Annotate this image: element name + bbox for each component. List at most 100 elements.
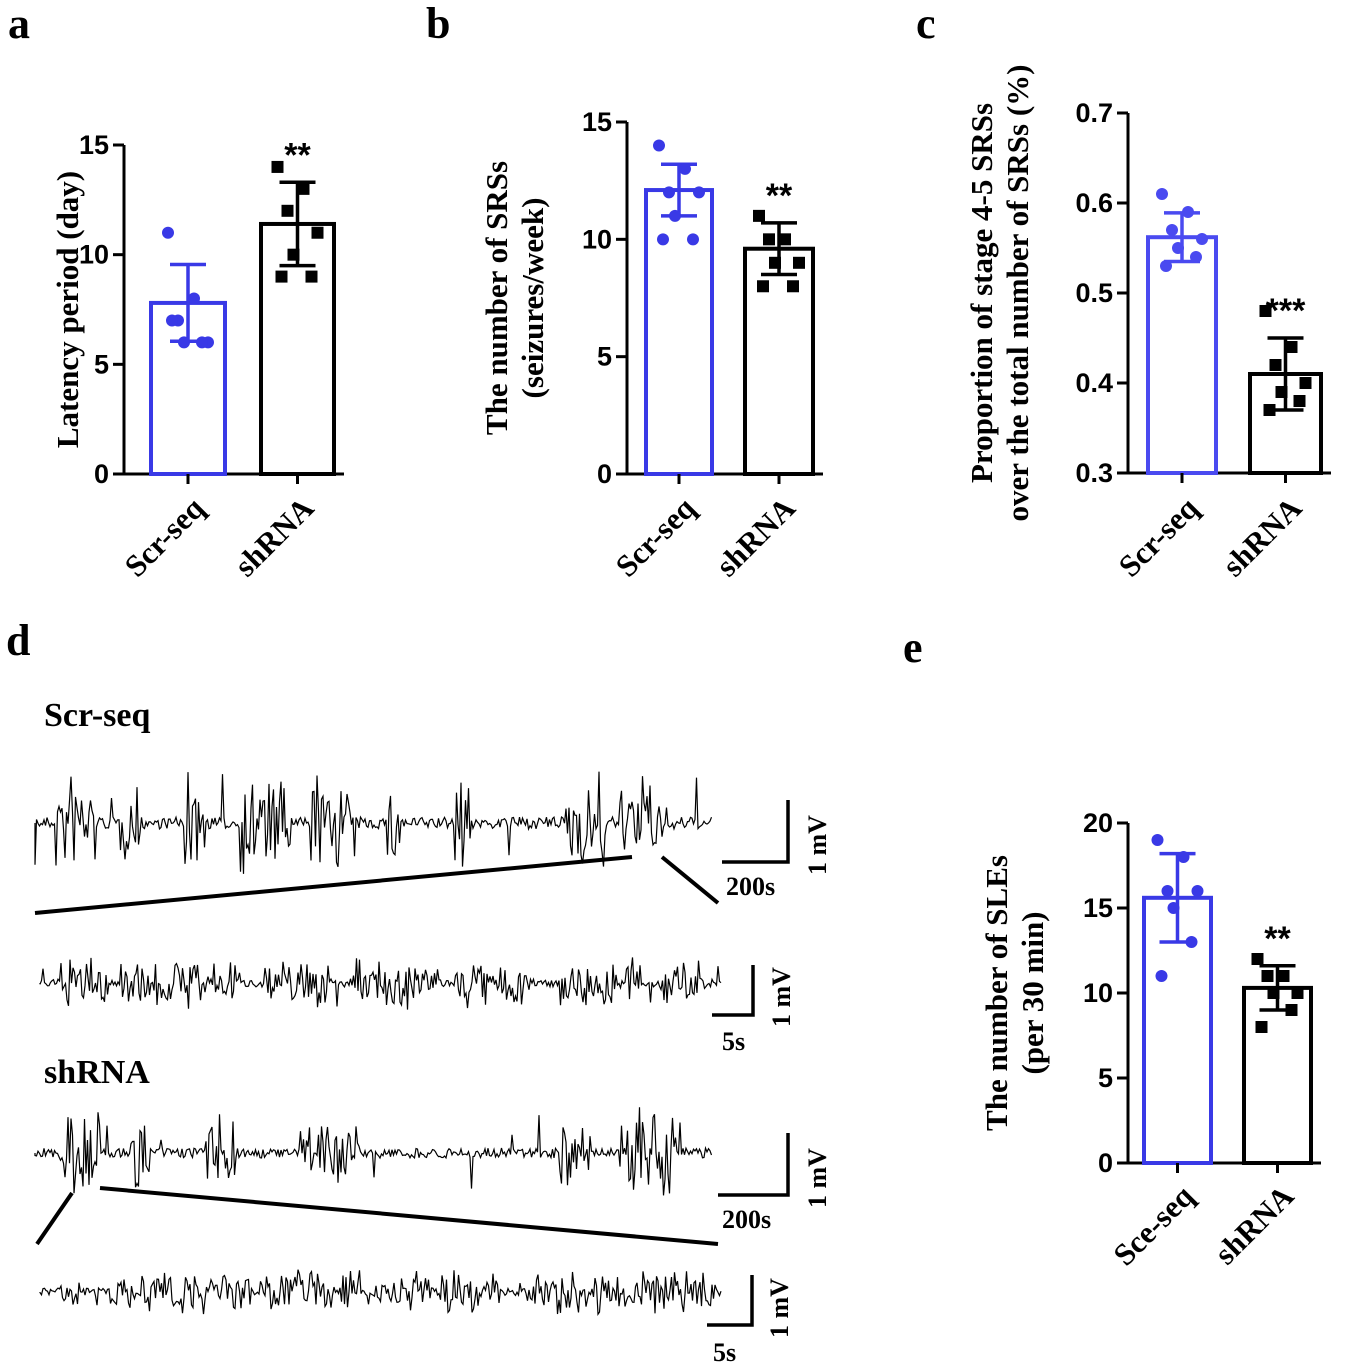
- scale-voltage-label: 1 mV: [803, 1148, 832, 1208]
- significance-marker: **: [1264, 920, 1291, 958]
- data-point: [1182, 206, 1194, 218]
- data-point: [1293, 395, 1306, 407]
- data-point: [1277, 970, 1290, 982]
- data-point: [687, 233, 699, 246]
- data-point: [166, 314, 178, 327]
- data-point: [1161, 885, 1174, 897]
- y-axis-label: Latency period (day): [50, 171, 85, 448]
- panel-label-e: e: [903, 623, 923, 672]
- y-axis-label: The number of SLEs: [979, 855, 1014, 1131]
- y-tick-label: 5: [94, 349, 109, 379]
- data-point: [1299, 377, 1312, 389]
- data-point: [297, 182, 310, 195]
- category-label: shRNA: [1207, 1178, 1300, 1271]
- y-tick-label: 0.7: [1075, 98, 1113, 128]
- y-tick-label: 20: [1083, 808, 1113, 838]
- y-axis-label: (seizures/week): [515, 198, 550, 399]
- data-point: [311, 226, 324, 239]
- data-point: [1155, 970, 1168, 982]
- scale-time-label: 200s: [722, 1205, 771, 1234]
- data-point: [663, 186, 675, 199]
- data-point: [787, 280, 799, 293]
- zoom-line-right: [660, 855, 720, 905]
- scale-time-label: 200s: [726, 872, 775, 901]
- data-point: [1251, 953, 1264, 965]
- chart-panel-e: 0 5 10 15 20 The number of SLEs (per 30 min) Sc…: [979, 808, 1321, 1272]
- data-point: [1190, 251, 1202, 263]
- y-tick-label: 15: [1083, 893, 1113, 923]
- zoom-line-right: [99, 1186, 719, 1246]
- category-label: Scr-seq: [609, 490, 702, 583]
- significance-marker: **: [766, 177, 793, 215]
- data-point: [188, 292, 200, 305]
- data-point: [196, 336, 208, 349]
- bar: [1146, 235, 1218, 475]
- data-point: [1166, 224, 1178, 236]
- chart-panel-a: 0 5 10 15 Latency period (day) Scr-seq shRNA **: [50, 130, 344, 584]
- data-point: [1167, 902, 1180, 914]
- y-axis-label: over the total number of SRSs (%): [1000, 65, 1035, 522]
- category-label: shRNA: [227, 490, 320, 583]
- data-point: [281, 204, 294, 217]
- shrna-overview-trace: [34, 1107, 713, 1196]
- y-tick-label: 0: [597, 459, 612, 489]
- data-point: [162, 226, 174, 239]
- scr-seq-trace-label: Scr-seq: [44, 697, 150, 734]
- data-point: [1285, 341, 1298, 353]
- zoom-line-left: [35, 1191, 74, 1246]
- shrna-expanded-trace: [39, 1269, 722, 1317]
- y-tick-label: 0: [94, 459, 109, 489]
- scr-seq-expanded-trace: [39, 957, 722, 1010]
- data-point: [693, 186, 705, 199]
- data-point: [305, 270, 318, 283]
- bar: [644, 188, 714, 476]
- data-point: [1172, 242, 1184, 254]
- data-point: [1196, 233, 1208, 245]
- data-point: [757, 280, 769, 293]
- data-point: [1191, 885, 1204, 897]
- data-point: [1291, 987, 1304, 999]
- trace-panel-d: Scr-seq shRNA 200s 1 mV 5s 1 mV 200s 1 m…: [34, 697, 832, 1367]
- data-point: [1151, 834, 1164, 846]
- data-point: [1267, 987, 1280, 999]
- category-label: shRNA: [1215, 490, 1308, 583]
- bar: [1242, 985, 1313, 1166]
- data-point: [1255, 1021, 1268, 1033]
- data-point: [1156, 188, 1168, 200]
- y-tick-label: 5: [1098, 1063, 1113, 1093]
- y-tick-label: 0: [1098, 1148, 1113, 1178]
- data-point: [753, 209, 765, 222]
- y-tick-label: 0.6: [1075, 188, 1113, 218]
- category-label: Scr-seq: [1112, 490, 1205, 583]
- data-point: [1185, 936, 1198, 948]
- y-axis-label: The number of SRSs: [479, 161, 514, 435]
- data-point: [779, 233, 791, 246]
- chart-panel-b: 0 5 10 15 The number of SRSs (seizures/week) S…: [479, 107, 823, 584]
- data-point: [1177, 851, 1190, 863]
- data-point: [1269, 359, 1282, 371]
- scale-bar: [707, 800, 790, 1327]
- data-point: [1259, 305, 1272, 317]
- data-point: [1275, 386, 1288, 398]
- data-point: [1160, 260, 1172, 272]
- category-label: Scr-seq: [118, 490, 211, 583]
- scale-time-label: 5s: [713, 1338, 736, 1366]
- panel-label-a: a: [8, 0, 30, 48]
- y-tick-label: 0.4: [1075, 368, 1113, 398]
- data-point: [178, 336, 190, 349]
- scr-seq-overview-trace: [34, 771, 713, 874]
- data-point: [271, 160, 284, 173]
- y-tick-label: 10: [1083, 978, 1113, 1008]
- scale-voltage-label: 1 mV: [803, 815, 832, 875]
- zoom-line-left: [34, 855, 633, 915]
- panel-label-c: c: [916, 0, 936, 48]
- y-tick-label: 15: [582, 107, 612, 137]
- y-axis-label: Proportion of stage 4-5 SRSs: [964, 103, 999, 483]
- data-point: [763, 233, 775, 246]
- y-tick-label: 5: [597, 342, 612, 372]
- y-tick-label: 10: [79, 240, 109, 270]
- y-axis-label: (per 30 min): [1015, 911, 1050, 1074]
- data-point: [287, 248, 300, 261]
- data-point: [679, 162, 691, 175]
- scale-voltage-label: 1 mV: [765, 1278, 794, 1338]
